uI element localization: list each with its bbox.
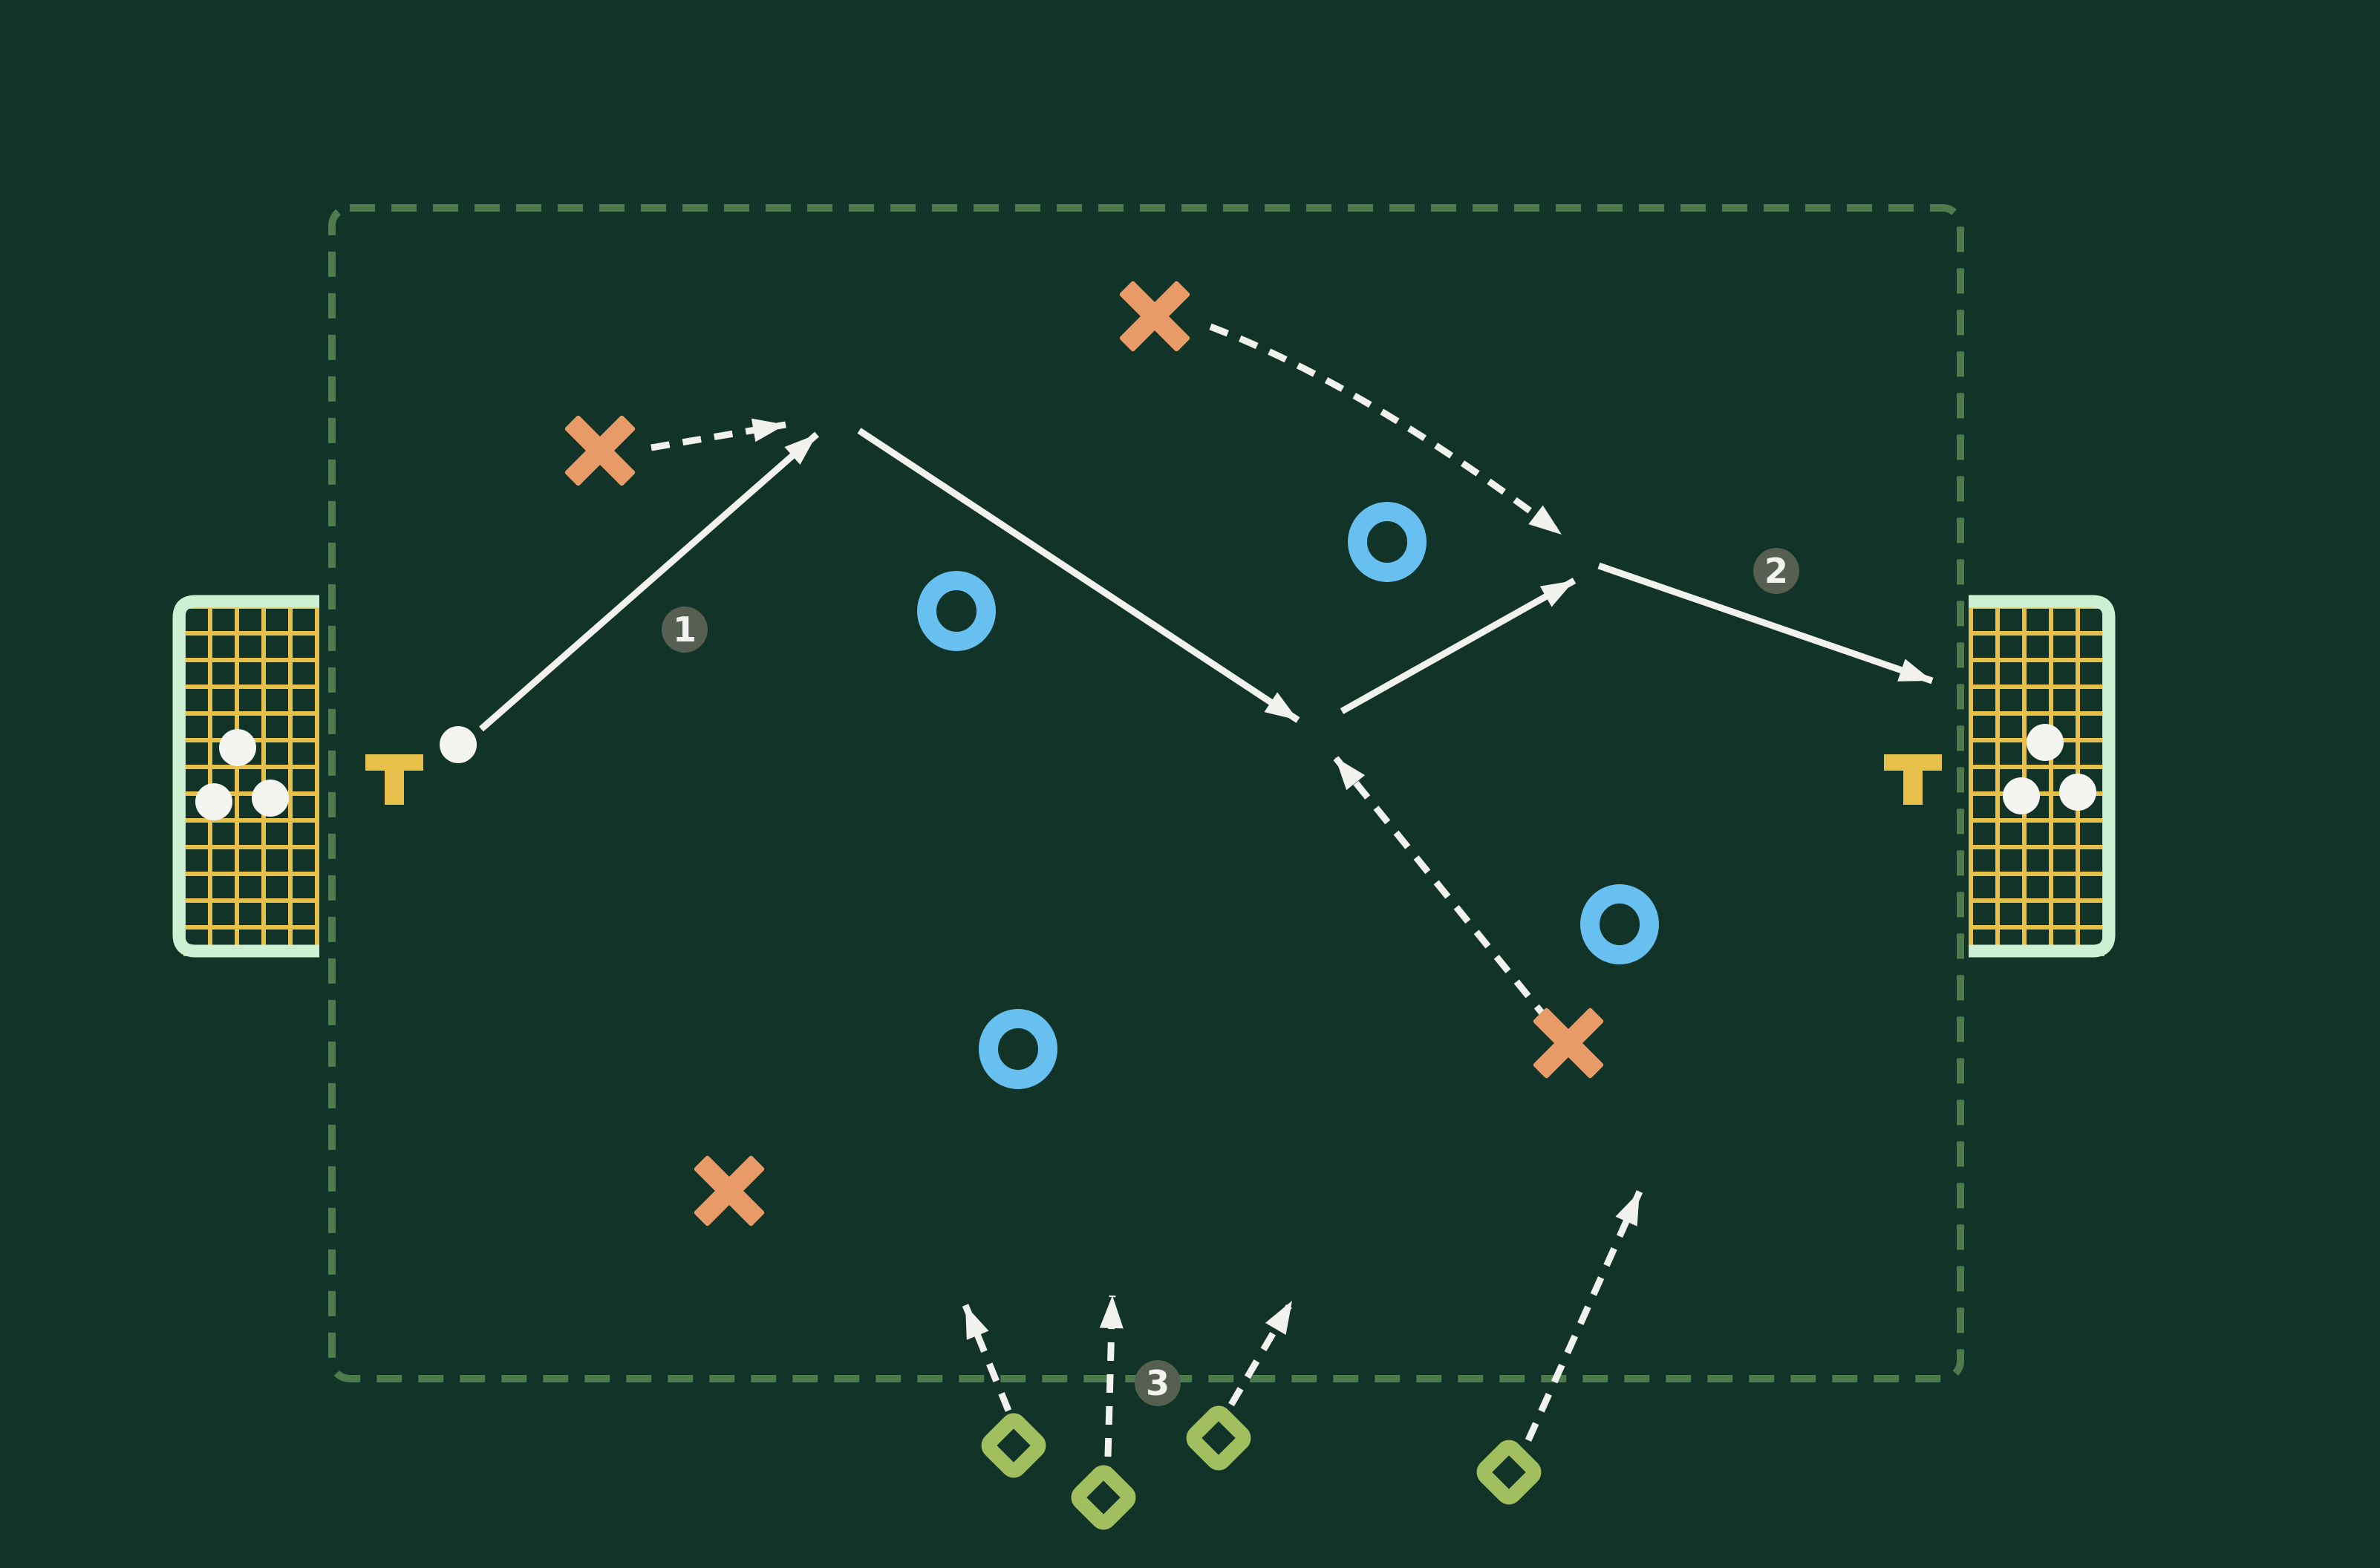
run-arrow-2[interactable] bbox=[1332, 755, 1551, 1023]
o-player-marker-1[interactable] bbox=[917, 571, 996, 651]
ball-icon[interactable] bbox=[2003, 777, 2040, 814]
step-badge-circle bbox=[662, 607, 708, 653]
goal-frame bbox=[1969, 595, 2116, 958]
goal-frame bbox=[172, 595, 319, 958]
step-badge-1[interactable]: 1 bbox=[662, 607, 708, 653]
ball-icon[interactable] bbox=[2059, 774, 2096, 811]
field-boundary bbox=[328, 204, 1964, 1382]
x-bar bbox=[1533, 1007, 1604, 1079]
step-badge-2[interactable]: 2 bbox=[1753, 548, 1799, 594]
o-player-marker-4[interactable] bbox=[979, 1009, 1057, 1089]
x-player-marker-1[interactable] bbox=[564, 415, 636, 487]
pass-arrow-4[interactable] bbox=[1597, 562, 1934, 685]
pass-arrow-3[interactable] bbox=[1340, 578, 1577, 714]
x-player-marker-4[interactable] bbox=[694, 1155, 766, 1227]
goal-left[interactable] bbox=[172, 595, 319, 958]
step-badge-circle bbox=[1753, 548, 1799, 594]
x-bar bbox=[694, 1155, 765, 1226]
run-arrow-6[interactable] bbox=[1525, 1190, 1643, 1442]
step-badge-label: 2 bbox=[1764, 551, 1788, 591]
step-badge-3[interactable]: 3 bbox=[1135, 1360, 1181, 1406]
diamond-player-marker-4[interactable] bbox=[1476, 1440, 1542, 1505]
x-bar bbox=[564, 415, 636, 486]
goal-right[interactable] bbox=[1969, 595, 2116, 958]
x-player-marker-3[interactable] bbox=[1533, 1007, 1605, 1079]
ball-icon[interactable] bbox=[195, 783, 232, 820]
diamond-player-marker-3[interactable] bbox=[1186, 1405, 1251, 1471]
cone-left-t-cone-icon[interactable] bbox=[365, 754, 423, 805]
run-arrow-3[interactable] bbox=[962, 1304, 1012, 1412]
goal-net bbox=[181, 604, 319, 956]
o-player-marker-2[interactable] bbox=[1348, 502, 1427, 582]
pass-arrow-1[interactable] bbox=[479, 431, 819, 732]
run-arrow-4[interactable] bbox=[1099, 1295, 1124, 1457]
x-bar bbox=[1119, 281, 1190, 352]
x-player-marker-2[interactable] bbox=[1119, 281, 1191, 353]
ball-icon[interactable] bbox=[2027, 724, 2064, 761]
cone-right-t-cone-icon[interactable] bbox=[1884, 754, 1942, 805]
diamond-player-marker-2[interactable] bbox=[1071, 1465, 1136, 1530]
step-badge-circle bbox=[1135, 1360, 1181, 1406]
o-player-marker-3[interactable] bbox=[1580, 884, 1659, 964]
run-arrow-5[interactable] bbox=[1228, 1298, 1295, 1407]
ball-icon[interactable] bbox=[252, 780, 289, 817]
run-arrow-1[interactable] bbox=[651, 418, 786, 451]
diamond-player-marker-1[interactable] bbox=[981, 1413, 1046, 1478]
pass-arrow-2[interactable] bbox=[857, 428, 1300, 723]
ball-icon[interactable] bbox=[440, 726, 477, 763]
ball-icon[interactable] bbox=[219, 729, 256, 766]
step-badge-label: 3 bbox=[1146, 1363, 1170, 1403]
curved-run-arrow-1[interactable] bbox=[1209, 323, 1564, 538]
step-badge-label: 1 bbox=[673, 610, 697, 650]
